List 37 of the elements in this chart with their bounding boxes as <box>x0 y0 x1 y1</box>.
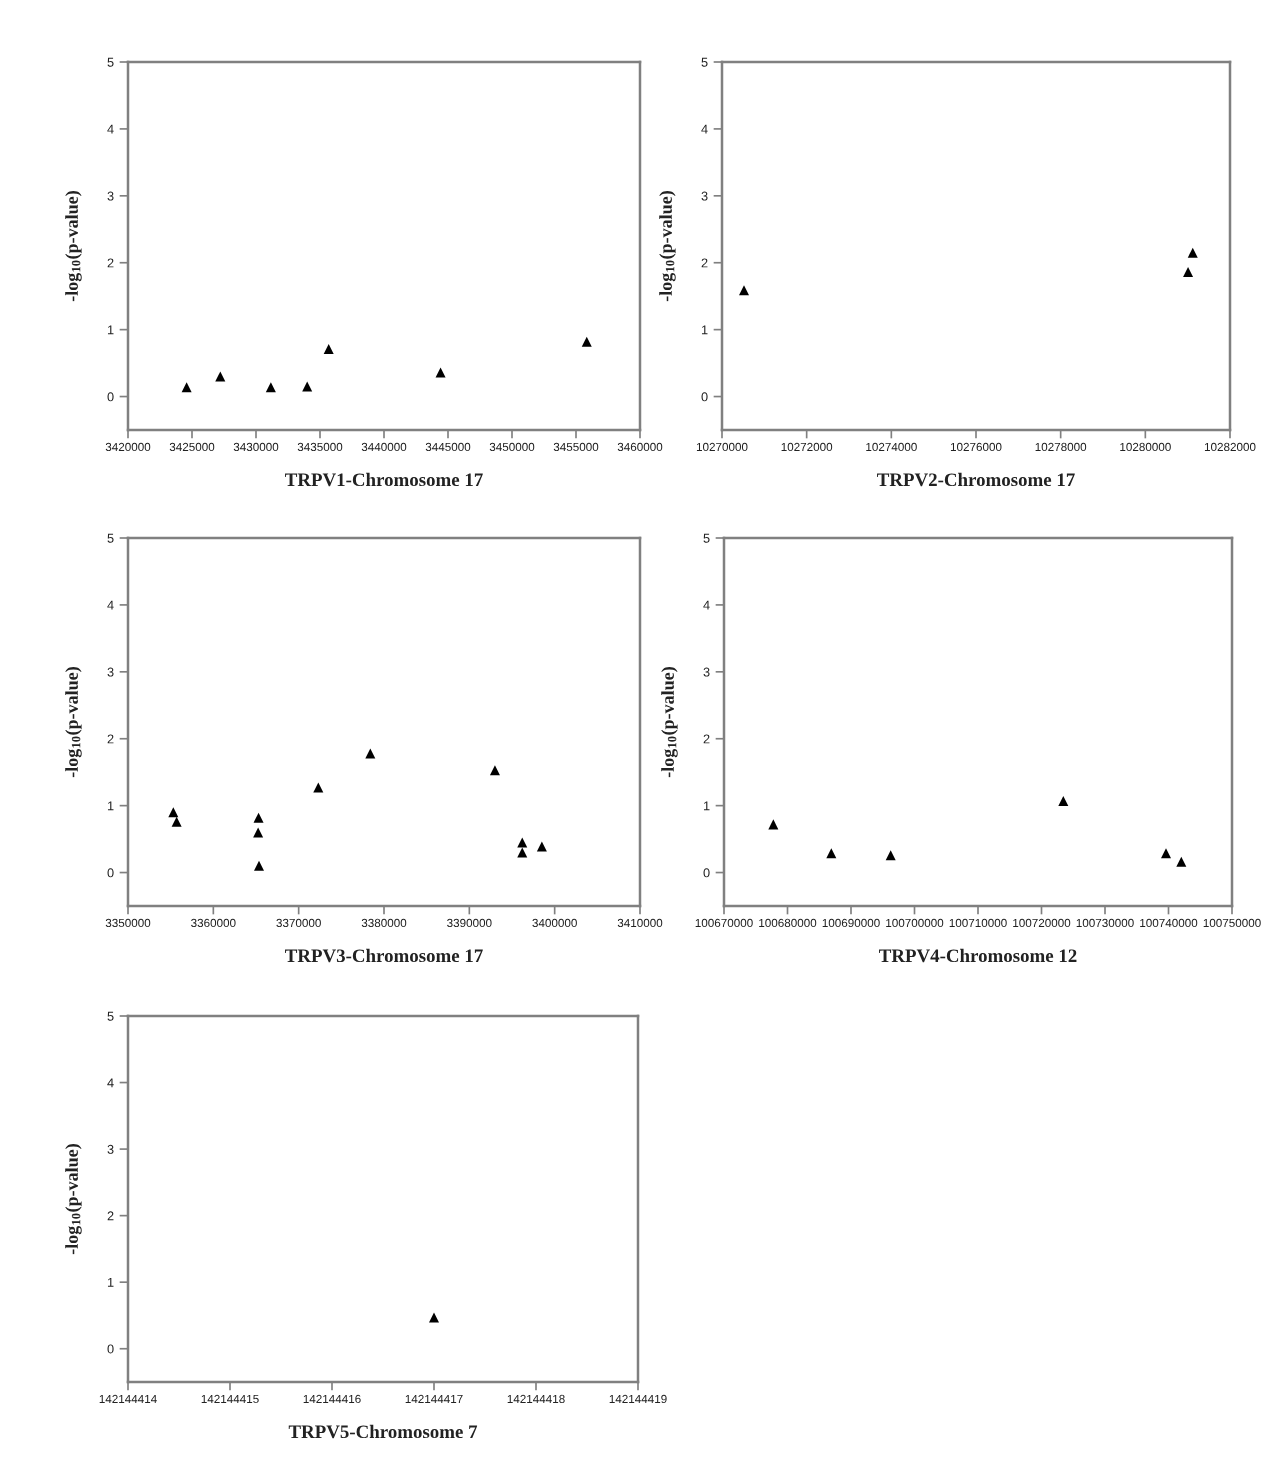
point <box>1187 247 1198 258</box>
point <box>885 850 896 861</box>
point <box>215 371 226 382</box>
point <box>302 381 313 392</box>
x-axis-title: TRPV5-Chromosome 7 <box>288 1424 478 1439</box>
point <box>536 841 547 852</box>
y-axis-title: -log$_{10}$(p-value) <box>661 667 678 778</box>
point <box>181 382 192 393</box>
point <box>253 827 264 838</box>
point <box>517 847 528 858</box>
point <box>826 848 837 859</box>
x-axis-title: TRPV3-Chromosome 17 <box>285 948 483 963</box>
point <box>768 819 779 830</box>
point <box>171 816 182 827</box>
y-axis-title: -log$_{10}$(p-value) <box>65 191 82 302</box>
point <box>265 382 276 393</box>
point <box>253 860 264 871</box>
point <box>1176 856 1187 867</box>
x-axis-title: TRPV1-Chromosome 17 <box>285 472 483 487</box>
point <box>168 807 179 818</box>
y-axis-title: -log$_{10}$(p-value) <box>65 1144 82 1255</box>
point <box>1183 267 1194 278</box>
point <box>581 336 592 347</box>
point <box>1058 795 1069 806</box>
point <box>365 748 376 759</box>
x-axis-title: TRPV2-Chromosome 17 <box>877 472 1075 487</box>
x-axis-title: TRPV4-Chromosome 12 <box>879 948 1077 963</box>
y-axis-title: -log$_{10}$(p-value) <box>65 667 82 778</box>
y-axis-title: -log$_{10}$(p-value) <box>659 191 676 302</box>
point <box>517 837 528 848</box>
point <box>435 367 446 378</box>
point <box>489 765 500 776</box>
point <box>739 285 750 296</box>
point <box>253 812 264 823</box>
point <box>1161 848 1172 859</box>
point <box>323 344 334 355</box>
point <box>313 782 324 793</box>
